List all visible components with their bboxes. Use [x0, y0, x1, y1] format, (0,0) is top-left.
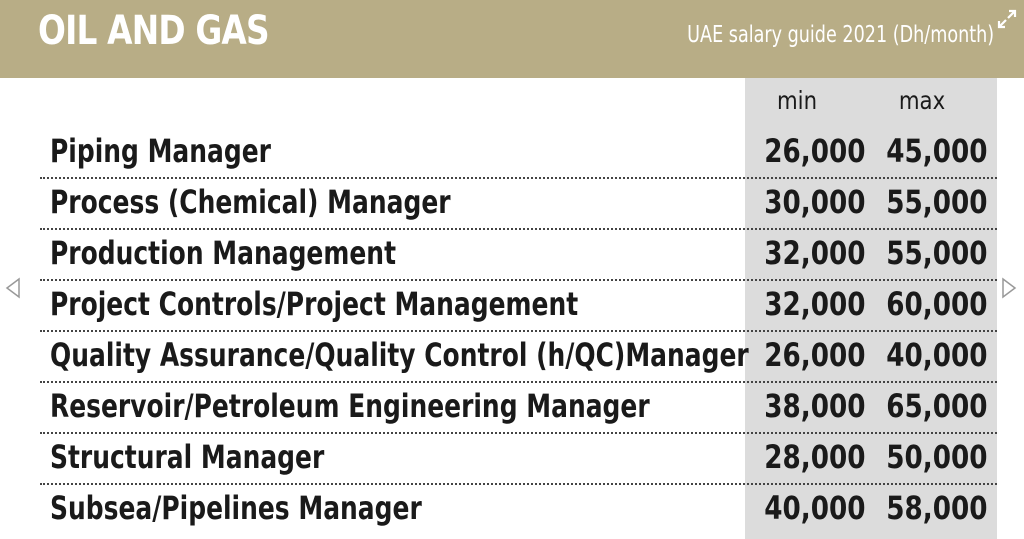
role-name: Production Management — [50, 234, 397, 272]
role-name: Reservoir/Petroleum Engineering Manager — [50, 387, 650, 425]
min-salary: 38,000 — [763, 387, 865, 425]
min-salary: 30,000 — [763, 183, 865, 221]
values-column-shade — [745, 78, 997, 539]
role-name: Quality Assurance/Quality Control (h/QC)… — [50, 336, 749, 374]
role-name: Piping Manager — [50, 132, 271, 170]
table-row: Piping Manager 26,000 45,000 — [40, 128, 997, 179]
role-name: Structural Manager — [50, 438, 325, 476]
chevron-right-icon[interactable] — [1000, 277, 1018, 299]
table-row: Production Management 32,000 55,000 — [40, 230, 997, 281]
max-salary: 40,000 — [885, 336, 987, 374]
page-subtitle: UAE salary guide 2021 (Dh/month) — [687, 22, 994, 48]
min-salary: 26,000 — [763, 336, 865, 374]
max-salary: 60,000 — [885, 285, 987, 323]
max-salary: 58,000 — [885, 489, 987, 527]
table-row: Structural Manager 28,000 50,000 — [40, 434, 997, 485]
table-row: Process (Chemical) Manager 30,000 55,000 — [40, 179, 997, 230]
role-name: Subsea/Pipelines Manager — [50, 489, 422, 527]
table-row: Quality Assurance/Quality Control (h/QC)… — [40, 332, 997, 383]
max-salary: 50,000 — [885, 438, 987, 476]
min-salary: 40,000 — [763, 489, 865, 527]
page-title: OIL AND GAS — [38, 8, 270, 54]
min-salary: 32,000 — [763, 285, 865, 323]
min-salary: 32,000 — [763, 234, 865, 272]
max-salary: 45,000 — [885, 132, 987, 170]
max-salary: 65,000 — [885, 387, 987, 425]
chevron-left-icon[interactable] — [4, 277, 22, 299]
header-bar: OIL AND GAS UAE salary guide 2021 (Dh/mo… — [0, 0, 1024, 78]
salary-table: Piping Manager 26,000 45,000 Process (Chemi… — [40, 128, 997, 534]
max-salary: 55,000 — [885, 183, 987, 221]
max-salary: 55,000 — [885, 234, 987, 272]
role-name: Process (Chemical) Manager — [50, 183, 451, 221]
min-salary: 28,000 — [763, 438, 865, 476]
min-salary: 26,000 — [763, 132, 865, 170]
role-name: Project Controls/Project Management — [50, 285, 579, 323]
table-row: Subsea/Pipelines Manager 40,000 58,000 — [40, 485, 997, 534]
column-header-max: max — [898, 86, 946, 115]
column-header-min: min — [776, 86, 818, 115]
table-row: Project Controls/Project Management 32,00… — [40, 281, 997, 332]
table-row: Reservoir/Petroleum Engineering Manager 3… — [40, 383, 997, 434]
expand-icon[interactable] — [996, 8, 1018, 30]
